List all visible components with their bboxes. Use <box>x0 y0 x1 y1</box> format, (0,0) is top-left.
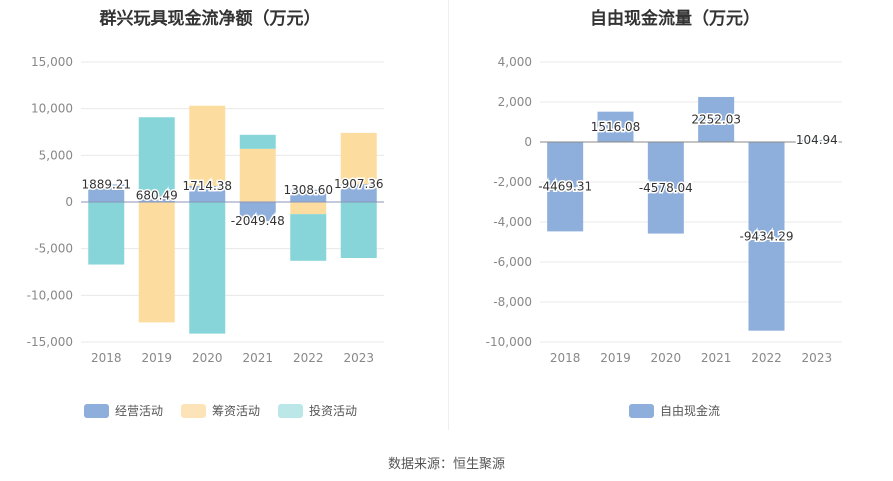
y-tick-label: 4,000 <box>498 55 532 69</box>
data-label-2021: 2252.03 <box>691 112 741 126</box>
bar-2023-series-1 <box>340 132 377 185</box>
y-tick-label: -6,000 <box>493 255 532 269</box>
bar-2023-series-0 <box>340 184 377 202</box>
y-tick-label: 0 <box>65 195 73 209</box>
left-chart-title: 群兴玩具现金流净额（万元） <box>99 9 321 29</box>
x-tick-label: 2018 <box>550 351 581 365</box>
data-label-2020: -4578.04 <box>639 181 693 195</box>
y-tick-label: -15,000 <box>27 335 73 349</box>
cash-flow-net-chart: 15,000 10,000 5,000 0 -5,000 -10,000 -15,000 20… <box>27 55 385 365</box>
bar-2023-series-0 <box>798 139 835 142</box>
y-tick-label: -4,000 <box>493 215 532 229</box>
legend-swatch <box>278 403 304 418</box>
bar-2018-series-0 <box>88 184 125 202</box>
legend-item-operating[interactable]: 经营活动 <box>84 402 163 419</box>
bar-2019-series-1 <box>138 202 175 323</box>
legend-label: 经营活动 <box>115 404 164 418</box>
y-tick-label: 10,000 <box>31 102 73 116</box>
x-tick-label: 2019 <box>600 351 631 365</box>
y-tick-label: 0 <box>524 135 532 149</box>
legend-label: 自由现金流 <box>660 404 721 418</box>
legend-item-free-cash-flow[interactable]: 自由现金流 <box>629 402 720 419</box>
x-tick-label: 2018 <box>91 351 122 365</box>
x-tick-label: 2020 <box>651 351 682 365</box>
legend-item-investing[interactable]: 投资活动 <box>278 402 357 419</box>
legend-swatch <box>629 403 654 418</box>
y-tick-label: -10,000 <box>486 335 532 349</box>
data-label-2023: 104.94 <box>796 133 838 147</box>
data-label-2018: 1889.21 <box>81 177 131 191</box>
legend-item-financing[interactable]: 筹资活动 <box>181 402 260 419</box>
y-tick-label: 5,000 <box>39 148 73 162</box>
data-label-2021: -2049.48 <box>231 214 285 228</box>
data-label-2023: 1907.36 <box>334 177 384 191</box>
bar-2020-series-1 <box>189 105 226 186</box>
data-label-2019: 1516.08 <box>591 120 641 134</box>
x-tick-label: 2022 <box>751 351 782 365</box>
y-tick-label: -5,000 <box>34 242 73 256</box>
y-tick-label: -8,000 <box>493 295 532 309</box>
right-chart-title: 自由现金流量（万元） <box>590 9 760 29</box>
data-label-2019: 680.49 <box>136 189 178 203</box>
bar-2020-series-0 <box>189 185 226 202</box>
free-cash-flow-chart: 4,000 2,000 0 -2,000 -4,000 -6,000 -8,000 -10,0… <box>486 55 842 365</box>
y-tick-label: 15,000 <box>31 55 73 69</box>
x-tick-label: 2020 <box>192 351 223 365</box>
legend-swatch <box>84 403 109 418</box>
bar-2022-series-0 <box>748 142 785 331</box>
bar-2021-series-1 <box>239 148 276 202</box>
bar-2022-series-1 <box>290 202 327 215</box>
bar-2022-series-0 <box>290 189 327 202</box>
x-tick-label: 2022 <box>293 351 324 365</box>
bar-2021-series-2 <box>239 134 276 149</box>
bar-2022-series-2 <box>290 214 327 261</box>
legend-label: 筹资活动 <box>212 404 261 418</box>
data-label-2022: -9434.29 <box>740 229 794 243</box>
y-tick-label: -10,000 <box>27 288 73 302</box>
data-label-2018: -4469.31 <box>538 180 592 194</box>
x-tick-label: 2021 <box>242 351 273 365</box>
x-tick-label: 2023 <box>802 351 833 365</box>
right-legend: 自由现金流 <box>629 402 738 419</box>
panel-divider <box>448 0 449 430</box>
bar-2019-series-0 <box>597 111 634 142</box>
bar-2020-series-0 <box>647 142 684 234</box>
bar-2018-series-2 <box>88 202 125 265</box>
x-tick-label: 2019 <box>141 351 172 365</box>
data-label-2020: 1714.38 <box>182 179 232 193</box>
y-tick-label: 2,000 <box>498 95 532 109</box>
data-label-2022: 1308.60 <box>283 183 333 197</box>
bar-2021-series-0 <box>239 202 276 222</box>
bar-2023-series-2 <box>340 202 377 258</box>
data-source-note: 数据来源：恒生聚源 <box>387 457 505 472</box>
bar-2020-series-2 <box>189 202 226 334</box>
y-tick-label: -2,000 <box>493 175 532 189</box>
bar-2018-series-0 <box>547 142 584 232</box>
x-tick-label: 2023 <box>343 351 374 365</box>
legend-label: 投资活动 <box>309 404 358 418</box>
left-legend: 经营活动 筹资活动 投资活动 <box>84 402 375 419</box>
legend-swatch <box>181 403 207 418</box>
bar-2019-series-0 <box>138 195 175 202</box>
bar-2019-series-2 <box>138 117 175 196</box>
x-tick-label: 2021 <box>701 351 732 365</box>
bar-2021-series-0 <box>698 96 735 142</box>
